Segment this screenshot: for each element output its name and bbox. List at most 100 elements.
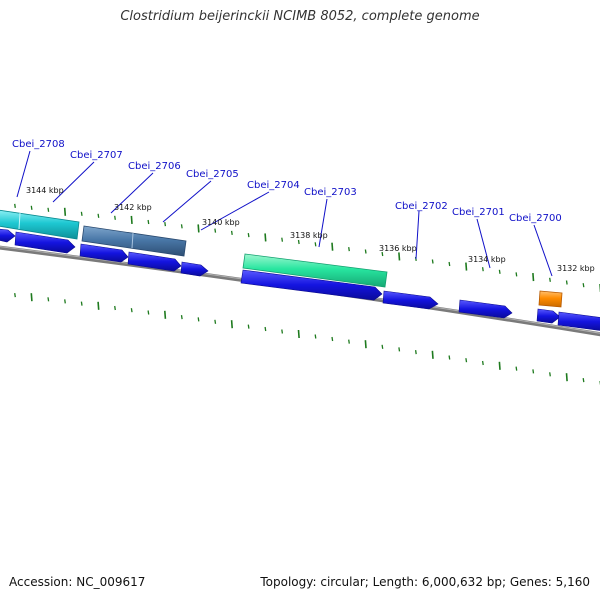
minor-tick [114,215,116,220]
accession-text: Accession: NC_009617 [9,575,146,589]
cds-arrow[interactable] [79,243,129,263]
major-tick [498,361,501,370]
cds-arrow[interactable] [0,228,16,243]
major-tick [331,242,334,251]
minor-tick [331,336,334,342]
minor-tick [214,228,217,233]
minor-tick [381,344,384,349]
minor-tick [197,317,200,322]
kbp-label: 3134 kbp [468,255,506,264]
minor-tick [47,207,50,212]
cds-arrow[interactable] [382,290,439,310]
major-tick [264,233,267,242]
major-tick [230,320,233,329]
feature-band-mint[interactable] [242,253,388,288]
minor-tick [481,360,484,366]
minor-tick [515,366,518,371]
gene-label-cbei-2705[interactable]: Cbei_2705 [186,169,239,180]
minor-tick [431,259,434,264]
position-labels: 3144 kbp 3142 kbp 3140 kbp 3138 kbp 3136… [26,186,595,273]
gene-label-cbei-2701[interactable]: Cbei_2701 [452,207,505,218]
major-tick [431,350,434,359]
gene-label-cbei-2708[interactable]: Cbei_2708 [12,139,65,150]
minor-tick [364,249,367,254]
cds-arrow[interactable] [240,269,383,301]
major-tick [197,224,200,233]
minor-tick [515,272,518,277]
minor-tick [565,280,568,285]
gene-label-cbei-2706[interactable]: Cbei_2706 [128,161,181,172]
major-tick [297,329,300,339]
genome-summary-text: Topology: circular; Length: 6,000,632 bp… [260,575,590,589]
gene-label-cbei-2707[interactable]: Cbei_2707 [70,150,123,161]
minor-tick [582,378,585,383]
cds-arrow[interactable] [458,299,513,319]
minor-tick [80,211,83,216]
gene-label-cbei-2700[interactable]: Cbei_2700 [509,213,562,224]
minor-tick [448,261,451,267]
minor-tick [147,219,150,225]
minor-tick [14,293,16,298]
kbp-label: 3140 kbp [202,218,240,227]
gene-labels: Cbei_2708 Cbei_2707 Cbei_2706 Cbei_2705 … [12,139,562,224]
major-tick [97,301,100,310]
tick-marks-upper [14,203,600,293]
minor-tick [481,267,484,272]
minor-tick [97,213,100,218]
minor-tick [314,334,317,339]
minor-tick [114,305,116,311]
minor-tick [80,301,83,306]
minor-tick [281,329,284,334]
minor-tick [498,269,501,274]
minor-tick [30,205,33,210]
feature-band-steel[interactable] [81,225,187,257]
tick-marks-lower [14,293,600,386]
minor-tick [281,237,284,242]
feature-band-cyan[interactable] [0,209,80,240]
cds-arrow[interactable] [536,308,561,324]
minor-tick [247,324,250,329]
minor-tick [130,308,133,313]
kbp-label: 3144 kbp [26,186,64,195]
cds-arrow[interactable] [14,231,76,254]
genome-backbone [0,245,600,337]
minor-tick [47,297,50,302]
minor-tick [348,339,350,344]
minor-tick [398,347,401,352]
minor-tick [582,283,585,288]
kbp-label: 3142 kbp [114,203,152,212]
minor-tick [297,239,300,245]
major-tick [532,273,535,282]
minor-tick [549,372,551,377]
minor-tick [314,242,317,247]
minor-tick [230,230,233,235]
cds-arrow[interactable] [180,261,209,277]
minor-tick [264,326,267,332]
major-tick [364,340,367,349]
minor-tick [164,222,167,227]
minor-tick [14,203,16,208]
major-tick [398,252,401,261]
minor-tick [348,247,350,252]
map-title: Clostridium beijerinckii NCIMB 8052, com… [120,9,480,24]
gene-label-cbei-2702[interactable]: Cbei_2702 [395,201,448,212]
feature-band-orange[interactable] [538,290,563,308]
minor-tick [465,358,468,363]
cds-arrow[interactable] [127,251,182,272]
cds-arrows [0,228,600,331]
minor-tick [147,310,150,315]
gene-label-cbei-2704[interactable]: Cbei_2704 [247,180,300,191]
minor-tick [448,355,451,360]
major-tick [63,207,67,216]
gene-label-cbei-2703[interactable]: Cbei_2703 [304,187,357,198]
major-tick [465,262,468,271]
minor-tick [64,299,66,304]
cds-arrow[interactable] [557,311,600,331]
major-tick [130,215,133,224]
minor-tick [414,350,417,355]
kbp-label: 3132 kbp [557,264,595,273]
minor-tick [180,224,183,229]
major-tick [164,310,167,319]
minor-tick [247,233,250,238]
